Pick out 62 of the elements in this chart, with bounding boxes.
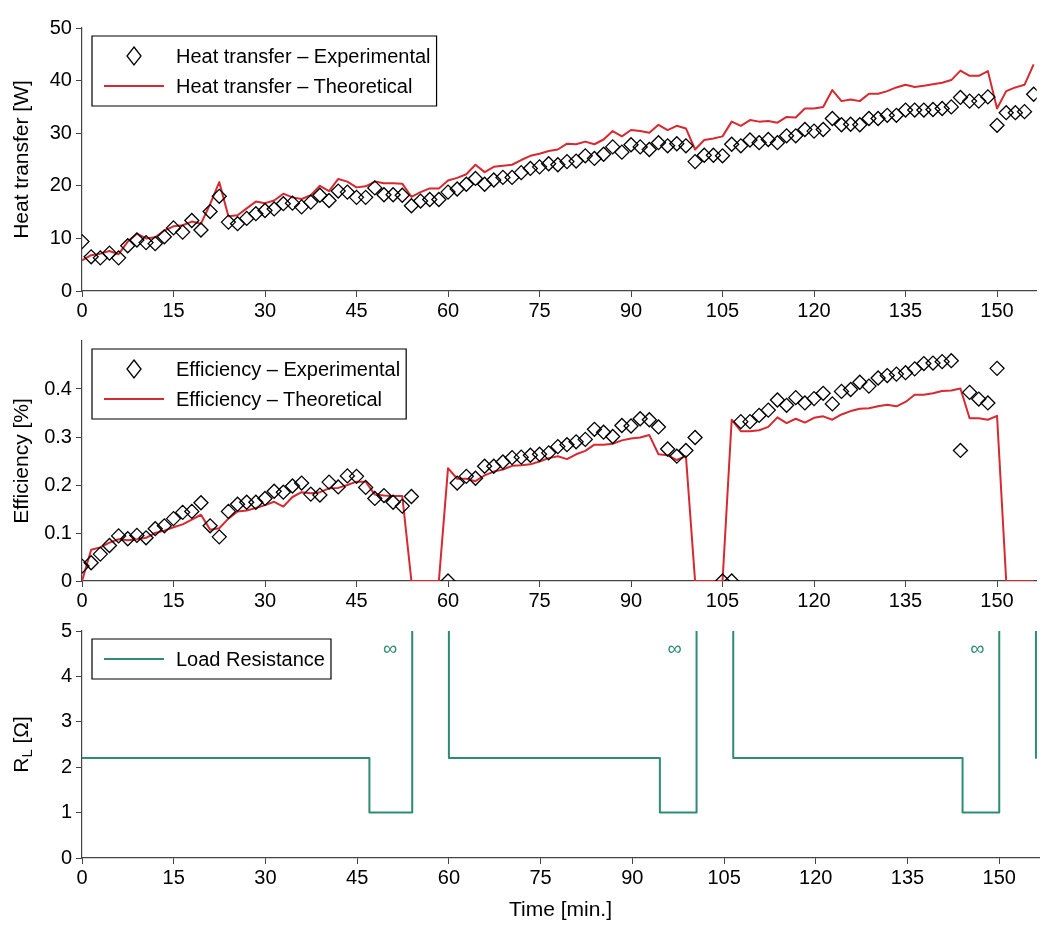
x-tick-label: 15 <box>162 588 185 611</box>
x-axis-title: Time [min.] <box>508 896 613 920</box>
annotation: ∞ <box>383 636 398 659</box>
x-tick-label: 90 <box>619 588 643 611</box>
y-tick-label: 50 <box>49 15 72 38</box>
x-tick-label: 30 <box>253 298 277 321</box>
x-tick-label: 150 <box>980 298 1014 321</box>
y-tick-label: 4 <box>60 663 72 686</box>
annotation: ∞ <box>970 636 985 659</box>
x-tick-label: 60 <box>436 298 460 321</box>
legend-label: Load Resistance <box>176 647 325 670</box>
x-tick-label: 150 <box>980 588 1014 611</box>
y-tick-label: 40 <box>49 68 72 91</box>
x-tick-label: 120 <box>799 865 833 888</box>
y-axis-title: Heat transfer [W] <box>8 80 32 239</box>
x-tick-label: 0 <box>76 865 88 888</box>
x-tick-label: 105 <box>705 588 740 611</box>
x-tick-label: 150 <box>982 865 1016 888</box>
x-tick-label: 90 <box>621 865 644 888</box>
y-tick-label: 1 <box>60 800 72 823</box>
x-tick-label: 120 <box>797 588 831 611</box>
y-tick-label: 30 <box>49 120 72 143</box>
y-tick-label: 2 <box>60 754 72 777</box>
x-tick-label: 0 <box>76 588 88 611</box>
x-tick-label: 45 <box>345 588 368 611</box>
y-tick-label: 0 <box>60 278 72 301</box>
x-tick-label: 30 <box>253 588 277 611</box>
x-tick-label: 120 <box>797 298 831 321</box>
x-tick-label: 15 <box>162 298 185 321</box>
x-tick-label: 15 <box>162 865 185 888</box>
annotation: ∞ <box>667 636 682 659</box>
y-axis-title: RL [Ω] <box>8 716 36 773</box>
y-tick-label: 0.4 <box>44 376 72 399</box>
y-tick-label: 10 <box>49 225 72 248</box>
y-tick-label: 0.2 <box>44 472 72 495</box>
x-tick-label: 135 <box>888 588 923 611</box>
x-tick-label: 105 <box>705 298 740 321</box>
x-tick-label: 90 <box>619 298 643 321</box>
y-tick-label: 0.3 <box>44 424 72 447</box>
legend-label: Efficiency – Experimental <box>176 357 401 380</box>
legend-label: Heat transfer – Experimental <box>176 44 431 67</box>
x-tick-label: 135 <box>890 865 925 888</box>
x-tick-label: 135 <box>888 298 923 321</box>
x-tick-label: 45 <box>346 865 369 888</box>
x-tick-label: 60 <box>437 865 461 888</box>
x-tick-label: 30 <box>254 865 277 888</box>
x-tick-label: 60 <box>436 588 460 611</box>
legend-label: Efficiency – Theoretical <box>176 387 383 410</box>
legend-label: Heat transfer – Theoretical <box>176 74 413 97</box>
y-axis-title: Efficiency [%] <box>8 398 32 524</box>
x-tick-label: 75 <box>528 588 551 611</box>
y-tick-label: 20 <box>49 173 72 196</box>
y-tick-label: 3 <box>60 709 72 732</box>
y-tick-label: 0 <box>60 568 72 591</box>
y-tick-label: 0 <box>60 845 72 868</box>
x-tick-label: 75 <box>529 865 552 888</box>
x-tick-label: 75 <box>528 298 551 321</box>
x-tick-label: 0 <box>76 298 88 321</box>
y-tick-label: 5 <box>60 618 72 641</box>
x-tick-label: 105 <box>707 865 741 888</box>
y-tick-label: 0.1 <box>44 520 72 543</box>
x-tick-label: 45 <box>345 298 368 321</box>
